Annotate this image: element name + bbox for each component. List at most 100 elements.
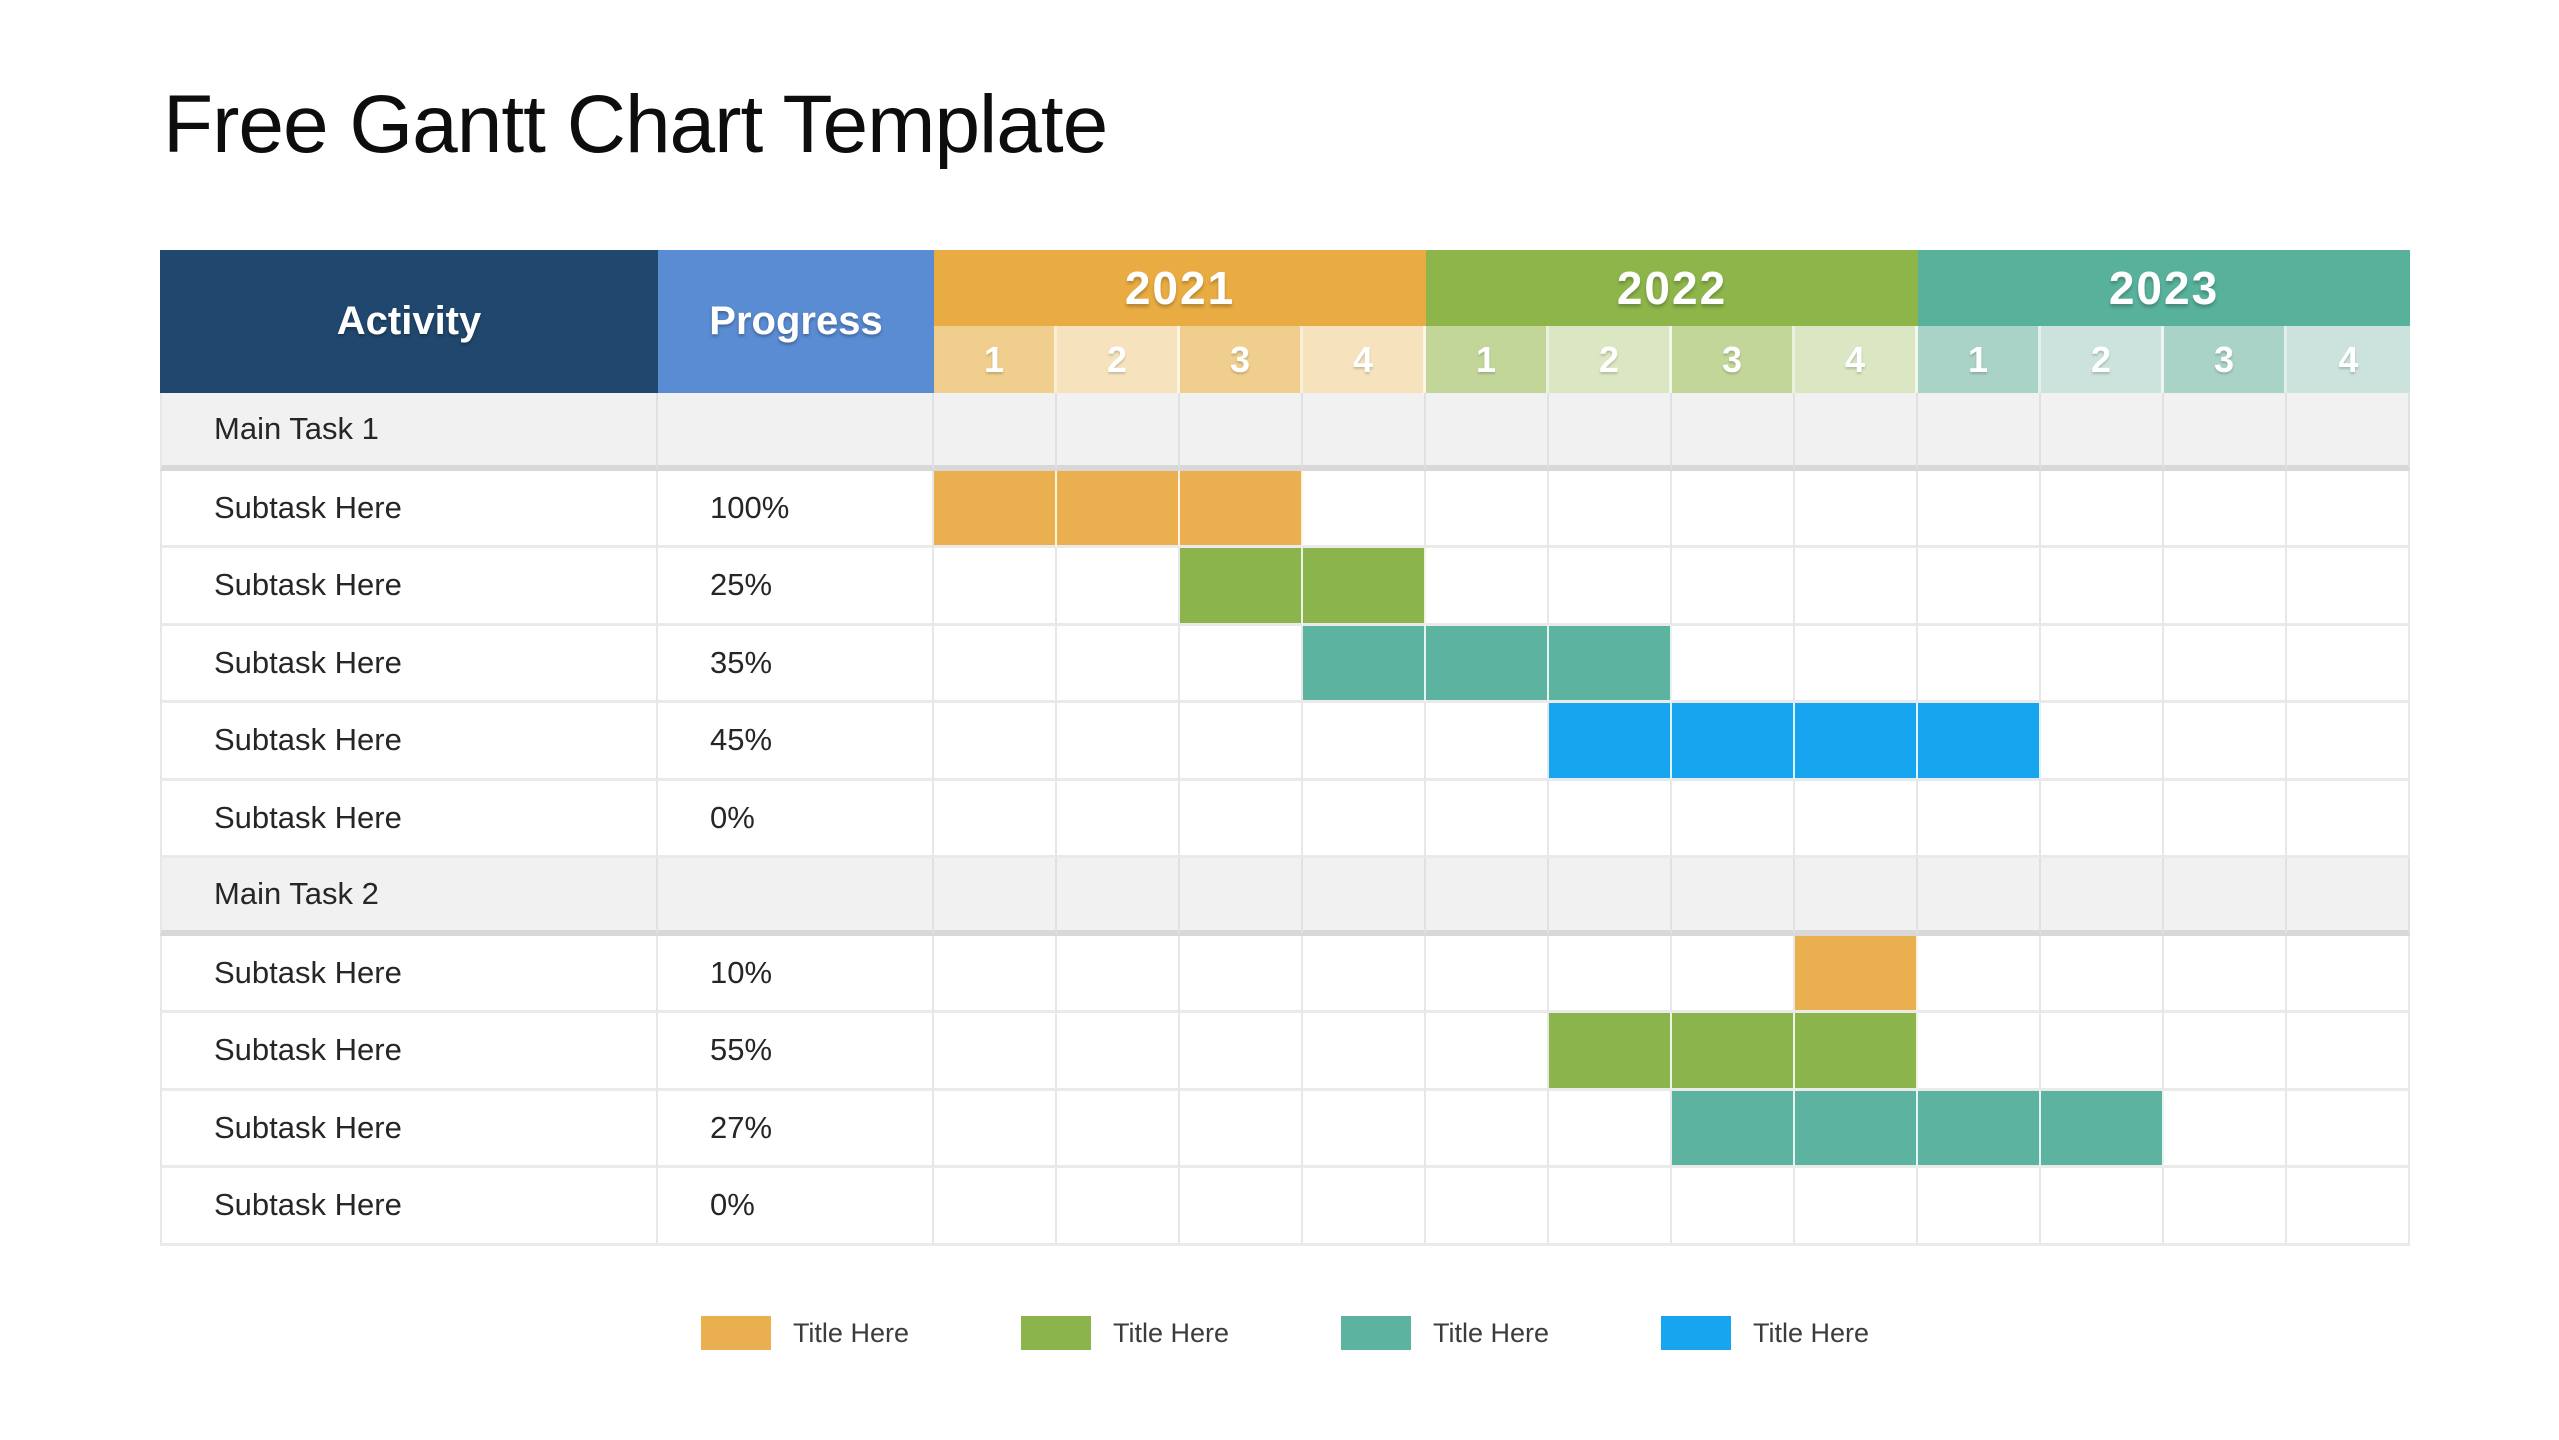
- legend: Title Here Title Here Title Here Title H…: [160, 1316, 2410, 1350]
- quarter-header-cell: 2: [2041, 326, 2164, 393]
- progress-cell: [658, 393, 934, 471]
- gantt-cell: [1918, 625, 2041, 703]
- gantt-cell: [1672, 548, 1795, 626]
- gantt-cell: [2041, 935, 2164, 1013]
- gantt-cell: [1057, 1013, 1180, 1091]
- gantt-cell: [1303, 858, 1426, 936]
- quarter-header-cell: 3: [1672, 326, 1795, 393]
- gantt-cell: [2164, 393, 2287, 471]
- quarter-header-cell: 4: [1795, 326, 1918, 393]
- gantt-cell: [1918, 1168, 2041, 1246]
- gantt-cell: [2287, 935, 2410, 1013]
- gantt-bar-cell-blue: [1795, 703, 1918, 781]
- gantt-cell: [1918, 858, 2041, 936]
- year-header-2021: 2021: [934, 250, 1426, 326]
- gantt-cell: [934, 1013, 1057, 1091]
- gantt-bar-cell-green: [1795, 1013, 1918, 1091]
- gantt-bar-cell-orange: [934, 470, 1057, 548]
- progress-cell: 35%: [658, 625, 934, 703]
- progress-column-header: Progress: [658, 250, 934, 393]
- subtask-cell: Subtask Here: [160, 625, 658, 703]
- gantt-bar-cell-blue: [1672, 703, 1795, 781]
- gantt-cell: [1303, 1168, 1426, 1246]
- gantt-cell: [2164, 1090, 2287, 1168]
- progress-cell: 0%: [658, 780, 934, 858]
- gantt-cell: [1672, 470, 1795, 548]
- gantt-cell: [1426, 1013, 1549, 1091]
- gantt-cell: [2287, 625, 2410, 703]
- subtask-cell: Subtask Here: [160, 470, 658, 548]
- gantt-cell: [1795, 780, 1918, 858]
- gantt-bar-cell-teal: [1303, 625, 1426, 703]
- gantt-cell: [934, 393, 1057, 471]
- gantt-cell: [1672, 1168, 1795, 1246]
- gantt-cell: [1549, 548, 1672, 626]
- gantt-cell: [1918, 780, 2041, 858]
- legend-label: Title Here: [792, 1317, 909, 1348]
- gantt-cell: [1057, 548, 1180, 626]
- quarter-header-cell: 1: [1426, 326, 1549, 393]
- legend-swatch-green: [1020, 1316, 1091, 1350]
- legend-label: Title Here: [1753, 1317, 1870, 1348]
- gantt-cell: [1795, 393, 1918, 471]
- gantt-cell: [1057, 1168, 1180, 1246]
- gantt-cell: [1180, 1168, 1303, 1246]
- gantt-cell: [2287, 1168, 2410, 1246]
- legend-swatch-teal: [1341, 1316, 1411, 1350]
- gantt-cell: [1549, 780, 1672, 858]
- gantt-cell: [1057, 935, 1180, 1013]
- gantt-bar-cell-blue: [1918, 703, 2041, 781]
- gantt-bar-cell-orange: [1795, 935, 1918, 1013]
- gantt-cell: [2041, 858, 2164, 936]
- subtask-cell: Subtask Here: [160, 1013, 658, 1091]
- gantt-cell: [2287, 1090, 2410, 1168]
- quarter-header-cell: 4: [1303, 326, 1426, 393]
- gantt-cell: [1918, 1013, 2041, 1091]
- gantt-cell: [1180, 625, 1303, 703]
- gantt-cell: [2164, 858, 2287, 936]
- gantt-cell: [1426, 393, 1549, 471]
- gantt-bar-cell-teal: [1426, 625, 1549, 703]
- gantt-cell: [1426, 935, 1549, 1013]
- gantt-cell: [934, 548, 1057, 626]
- gantt-cell: [2164, 1013, 2287, 1091]
- gantt-cell: [1549, 935, 1672, 1013]
- gantt-cell: [934, 703, 1057, 781]
- gantt-cell: [1795, 470, 1918, 548]
- gantt-cell: [2041, 470, 2164, 548]
- gantt-cell: [2287, 470, 2410, 548]
- gantt-cell: [1303, 1090, 1426, 1168]
- gantt-cell: [2164, 625, 2287, 703]
- gantt-cell: [1672, 935, 1795, 1013]
- main-task-cell: Main Task 2: [160, 858, 658, 936]
- gantt-cell: [2041, 625, 2164, 703]
- gantt-bar-cell-green: [1180, 548, 1303, 626]
- gantt-cell: [1672, 858, 1795, 936]
- gantt-cell: [1057, 858, 1180, 936]
- quarter-header-cell: 3: [1180, 326, 1303, 393]
- quarter-header-cell: 1: [1918, 326, 2041, 393]
- progress-cell: 25%: [658, 548, 934, 626]
- progress-cell: 100%: [658, 470, 934, 548]
- gantt-cell: [1180, 858, 1303, 936]
- gantt-cell: [2164, 935, 2287, 1013]
- gantt-cell: [934, 1168, 1057, 1246]
- gantt-cell: [934, 1090, 1057, 1168]
- gantt-cell: [2287, 703, 2410, 781]
- gantt-bar-cell-teal: [1795, 1090, 1918, 1168]
- gantt-cell: [1918, 935, 2041, 1013]
- gantt-cell: [1180, 780, 1303, 858]
- gantt-cell: [1549, 393, 1672, 471]
- gantt-cell: [2041, 393, 2164, 471]
- gantt-bar-cell-green: [1549, 1013, 1672, 1091]
- main-task-cell: Main Task 1: [160, 393, 658, 471]
- gantt-cell: [2287, 1013, 2410, 1091]
- gantt-cell: [1426, 1168, 1549, 1246]
- gantt-cell: [1303, 470, 1426, 548]
- gantt-cell: [1795, 1168, 1918, 1246]
- gantt-bar-cell-teal: [1918, 1090, 2041, 1168]
- gantt-cell: [2164, 780, 2287, 858]
- gantt-cell: [1795, 548, 1918, 626]
- gantt-cell: [1795, 858, 1918, 936]
- gantt-cell: [2041, 548, 2164, 626]
